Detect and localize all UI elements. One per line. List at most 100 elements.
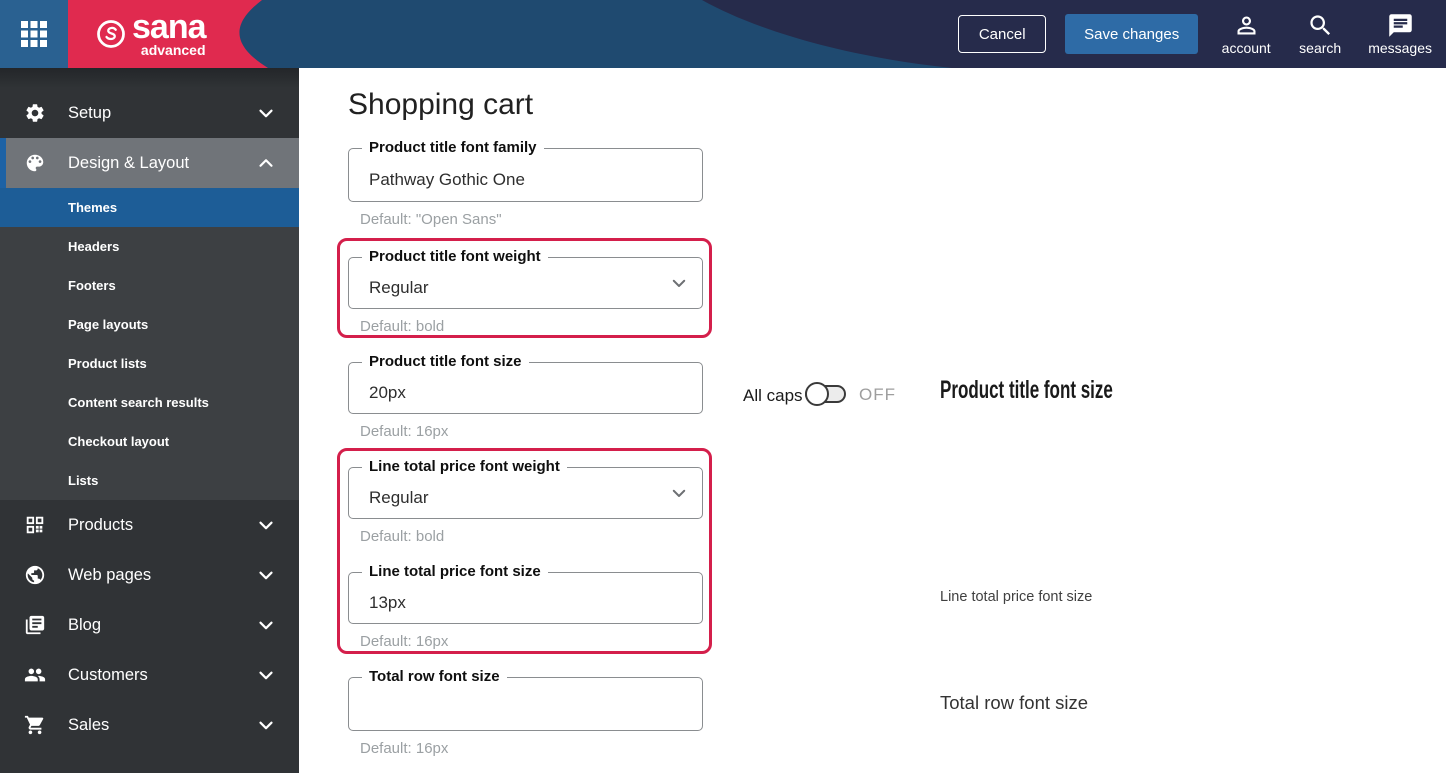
brand-name: sana [132,7,206,46]
cancel-button[interactable]: Cancel [958,15,1047,53]
app-grid-button[interactable] [0,0,68,68]
chevron-down-icon [259,721,273,730]
field-default-hint: Default: 16px [360,633,449,650]
sidebar-top-shadow [0,68,299,88]
sidebar-item-web-pages[interactable]: Web pages [0,550,299,600]
product-title-font-size-preview: Product title font size [940,376,1113,404]
sidebar-item-setup[interactable]: Setup [0,88,299,138]
sidebar-subitem-checkout-layout[interactable]: Checkout layout [0,422,299,461]
products-qr-icon [24,514,46,536]
page-title: Shopping cart [348,88,534,121]
subitem-label: Product lists [68,356,147,371]
sidebar: Setup Design & Layout Themes Headers Foo… [0,68,299,773]
subitem-label: Themes [68,200,118,215]
messages-button[interactable]: messages [1368,12,1432,56]
chevron-down-icon [259,109,273,118]
sidebar-subitem-headers[interactable]: Headers [0,227,299,266]
chevron-down-icon [259,671,273,680]
search-icon [1310,15,1330,36]
sidebar-subitem-product-lists[interactable]: Product lists [0,344,299,383]
sidebar-item-sales[interactable]: Sales [0,700,299,750]
messages-icon [1388,14,1412,37]
total-row-font-size-box: Total row font size [348,668,703,731]
blog-article-icon [24,614,46,636]
field-total-row-font-size: Total row font size Default: 16px [348,668,703,757]
field-product-title-font-size: Product title font size Default: 16px [348,353,703,440]
customers-people-icon [24,664,46,686]
field-default-hint: Default: 16px [360,740,449,757]
field-default-hint: Default: 16px [360,423,449,440]
account-button[interactable]: account [1220,12,1272,56]
field-line-total-price-font-weight: Line total price font weight Default: bo… [348,458,703,545]
save-changes-button[interactable]: Save changes [1065,14,1199,54]
sidebar-subitem-footers[interactable]: Footers [0,266,299,305]
account-icon [1237,16,1256,35]
all-caps-state: OFF [859,385,896,404]
chevron-down-icon [259,571,273,580]
line-total-price-font-weight-select[interactable]: Line total price font weight [348,458,703,519]
sidebar-item-label: Blog [68,615,102,634]
product-title-font-family-box: Product title font family [348,139,703,202]
topbar-actions: Cancel Save changes account search messa… [958,0,1446,68]
all-caps-toggle[interactable] [805,382,846,406]
design-layout-submenu: Themes Headers Footers Page layouts Prod… [0,188,299,500]
subitem-label: Checkout layout [68,434,170,449]
palette-icon [24,152,46,174]
field-default-hint: Default: "Open Sans" [360,211,502,228]
sidebar-item-label: Web pages [68,565,152,584]
logo-background-shape [68,0,268,68]
globe-icon [24,564,46,586]
toggle-knob [805,382,829,406]
chevron-down-icon [672,489,686,497]
field-product-title-font-family: Product title font family Default: "Open… [348,139,703,228]
line-total-price-font-size-preview: Line total price font size [940,589,1093,605]
all-caps-label: All caps [743,386,803,405]
sidebar-subitem-lists[interactable]: Lists [0,461,299,500]
chevron-up-icon [259,159,273,167]
search-button[interactable]: search [1294,12,1346,56]
field-line-total-price-font-size: Line total price font size Default: 16px [348,563,703,650]
sidebar-item-customers[interactable]: Customers [0,650,299,700]
sidebar-item-blog[interactable]: Blog [0,600,299,650]
account-label: account [1221,40,1271,56]
topbar: sana advanced Cancel Save changes accoun… [0,0,1446,68]
chevron-down-icon [259,621,273,630]
sidebar-subitem-content-search-results[interactable]: Content search results [0,383,299,422]
brand-subtitle: advanced [140,41,206,58]
shopping-cart-icon [24,714,46,736]
line-total-price-font-weight-value[interactable] [349,468,702,518]
sidebar-item-label: Design & Layout [68,153,190,172]
sidebar-subitem-page-layouts[interactable]: Page layouts [0,305,299,344]
sidebar-item-label: Sales [68,715,110,734]
sidebar-item-label: Customers [68,665,148,684]
chevron-down-icon [672,279,686,287]
chevron-down-icon [259,521,273,530]
line-total-price-font-size-input[interactable] [349,573,702,623]
settings-panel: Shopping cart Product title font family … [299,68,1446,773]
search-label: search [1299,40,1342,56]
subitem-label: Content search results [68,395,209,410]
total-row-font-size-input[interactable] [349,678,702,730]
subitem-label: Footers [68,278,116,293]
sana-logo-icon [97,20,125,48]
product-title-font-size-box: Product title font size [348,353,703,414]
sidebar-item-label: Setup [68,103,112,122]
gear-icon [24,102,46,124]
grid-icon [21,21,47,47]
sidebar-item-label: Products [68,515,134,534]
field-default-hint: Default: bold [360,528,445,545]
product-title-font-weight-value[interactable] [349,258,702,308]
product-title-font-family-input[interactable] [349,149,702,201]
line-total-price-font-size-box: Line total price font size [348,563,703,624]
product-title-font-weight-select[interactable]: Product title font weight [348,248,703,309]
sana-logo: sana advanced [96,0,246,68]
messages-label: messages [1368,40,1432,56]
product-title-font-size-input[interactable] [349,363,702,413]
total-row-font-size-preview: Total row font size [940,692,1089,713]
sidebar-item-products[interactable]: Products [0,500,299,550]
subitem-label: Page layouts [68,317,149,332]
sidebar-subitem-themes[interactable]: Themes [0,188,299,227]
subitem-label: Lists [68,473,99,488]
sidebar-item-design-layout[interactable]: Design & Layout [0,138,299,188]
